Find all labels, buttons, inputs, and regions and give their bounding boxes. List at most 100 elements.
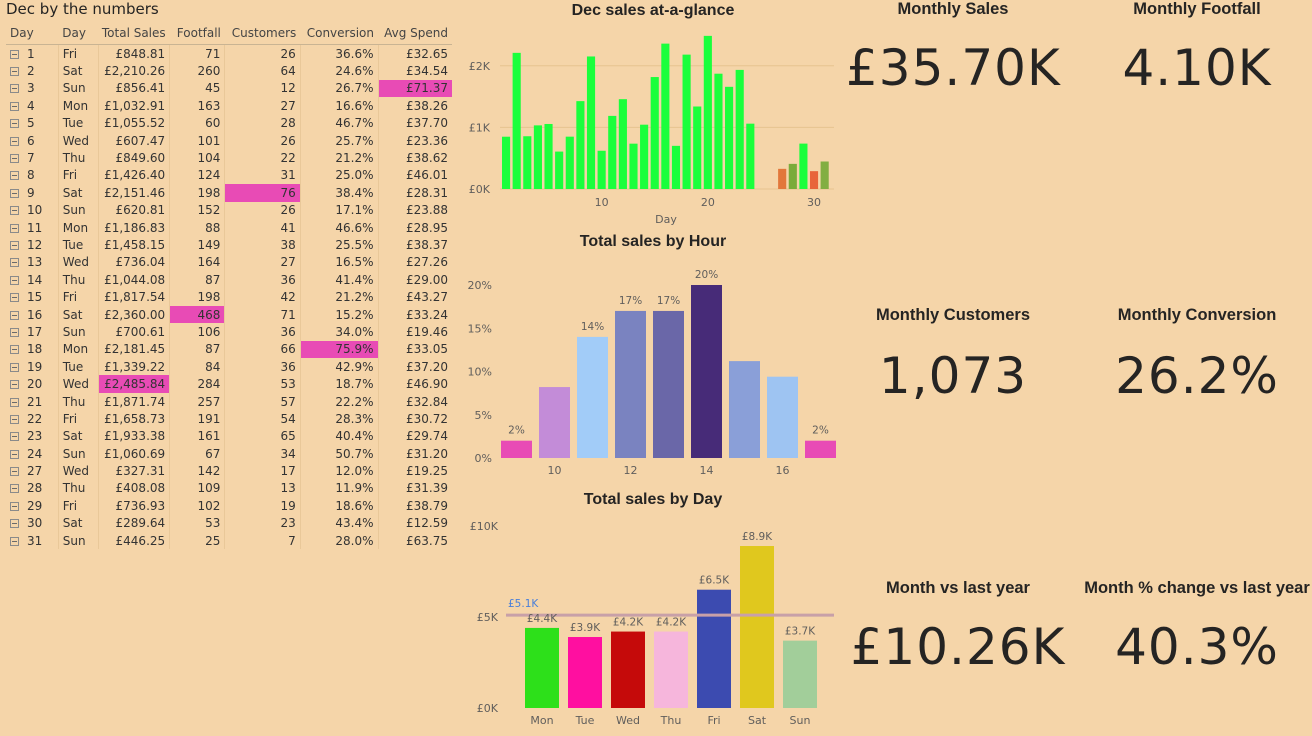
expand-collapse-icon[interactable] bbox=[10, 154, 19, 164]
bar[interactable] bbox=[618, 99, 627, 189]
bar[interactable] bbox=[809, 171, 819, 189]
bar[interactable] bbox=[671, 145, 681, 189]
bar[interactable] bbox=[693, 106, 702, 189]
table-row[interactable]: 8 Fri £1,426.40 124 31 25.0% £46.01 bbox=[6, 166, 452, 185]
table-row[interactable]: 19 Tue £1,339.22 84 36 42.9% £37.20 bbox=[6, 358, 452, 376]
col-header-day[interactable]: Day bbox=[6, 22, 59, 45]
bar[interactable] bbox=[783, 640, 817, 708]
bar[interactable] bbox=[703, 35, 712, 190]
bar[interactable] bbox=[576, 101, 585, 189]
table-row[interactable]: 3 Sun £856.41 45 12 26.7% £71.37 bbox=[6, 79, 452, 98]
bar[interactable] bbox=[820, 161, 829, 189]
bar[interactable] bbox=[788, 163, 797, 189]
bar[interactable] bbox=[611, 631, 645, 708]
expand-collapse-icon[interactable] bbox=[10, 501, 19, 511]
expand-collapse-icon[interactable] bbox=[10, 362, 19, 372]
bar[interactable] bbox=[640, 124, 649, 189]
table-row[interactable]: 18 Mon £2,181.45 87 66 75.9% £33.05 bbox=[6, 340, 452, 359]
bar[interactable] bbox=[525, 627, 559, 708]
col-header-conversion[interactable]: Conversion bbox=[300, 22, 378, 45]
table-row[interactable]: 22 Fri £1,658.73 191 54 28.3% £30.72 bbox=[6, 410, 452, 428]
col-header-total-sales[interactable]: Total Sales bbox=[98, 22, 170, 45]
col-header-customers[interactable]: Customers bbox=[224, 22, 301, 45]
bar[interactable] bbox=[577, 336, 608, 458]
expand-collapse-icon[interactable] bbox=[10, 327, 19, 337]
bar[interactable] bbox=[608, 115, 617, 189]
bar[interactable] bbox=[586, 56, 596, 189]
expand-collapse-icon[interactable] bbox=[10, 240, 19, 250]
bar[interactable] bbox=[512, 52, 521, 189]
bar[interactable] bbox=[565, 136, 574, 189]
expand-collapse-icon[interactable] bbox=[10, 119, 19, 129]
bar[interactable] bbox=[568, 637, 602, 708]
table-row[interactable]: 15 Fri £1,817.54 198 42 21.2% £43.27 bbox=[6, 288, 452, 306]
col-header-weekday[interactable]: Day bbox=[58, 22, 99, 45]
table-row[interactable]: 21 Thu £1,871.74 257 57 22.2% £32.84 bbox=[6, 392, 452, 411]
table-row[interactable]: 7 Thu £849.60 104 22 21.2% £38.62 bbox=[6, 149, 452, 167]
expand-collapse-icon[interactable] bbox=[10, 536, 19, 546]
bar[interactable] bbox=[615, 310, 646, 458]
expand-collapse-icon[interactable] bbox=[10, 67, 19, 77]
expand-collapse-icon[interactable] bbox=[10, 449, 19, 459]
table-row[interactable]: 10 Sun £620.81 152 26 17.1% £23.88 bbox=[6, 201, 452, 219]
expand-collapse-icon[interactable] bbox=[10, 206, 19, 216]
bar[interactable] bbox=[533, 125, 542, 189]
bar[interactable] bbox=[746, 123, 755, 189]
expand-collapse-icon[interactable] bbox=[10, 293, 19, 303]
table-row[interactable]: 28 Thu £408.08 109 13 11.9% £31.39 bbox=[6, 479, 452, 498]
table-row[interactable]: 17 Sun £700.61 106 36 34.0% £19.46 bbox=[6, 323, 452, 341]
expand-collapse-icon[interactable] bbox=[10, 467, 19, 477]
expand-collapse-icon[interactable] bbox=[10, 484, 19, 494]
bar[interactable] bbox=[725, 86, 734, 189]
bar[interactable] bbox=[523, 136, 532, 189]
table-row[interactable]: 6 Wed £607.47 101 26 25.7% £23.36 bbox=[6, 131, 452, 150]
table-row[interactable]: 27 Wed £327.31 142 17 12.0% £19.25 bbox=[6, 462, 452, 480]
bar[interactable] bbox=[735, 69, 744, 189]
table-row[interactable]: 20 Wed £2,485.84 284 53 18.7% £46.90 bbox=[6, 375, 452, 393]
table-row[interactable]: 14 Thu £1,044.08 87 36 41.4% £29.00 bbox=[6, 271, 452, 289]
table-row[interactable]: 4 Mon £1,032.91 163 27 16.6% £38.26 bbox=[6, 97, 452, 115]
bar[interactable] bbox=[661, 43, 670, 190]
table-row[interactable]: 9 Sat £2,151.46 198 76 38.4% £28.31 bbox=[6, 184, 452, 202]
expand-collapse-icon[interactable] bbox=[10, 380, 19, 390]
expand-collapse-icon[interactable] bbox=[10, 101, 19, 111]
expand-collapse-icon[interactable] bbox=[10, 49, 19, 59]
bar[interactable] bbox=[654, 631, 688, 708]
expand-collapse-icon[interactable] bbox=[10, 136, 19, 146]
table-row[interactable]: 2 Sat £2,210.26 260 64 24.6% £34.54 bbox=[6, 62, 452, 80]
bar[interactable] bbox=[502, 136, 511, 189]
bar[interactable] bbox=[729, 361, 760, 458]
expand-collapse-icon[interactable] bbox=[10, 275, 19, 285]
bar[interactable] bbox=[501, 440, 532, 458]
bar[interactable] bbox=[740, 546, 774, 708]
bar[interactable] bbox=[597, 150, 606, 189]
expand-collapse-icon[interactable] bbox=[10, 188, 19, 198]
table-row[interactable]: 1 Fri £848.81 71 26 36.6% £32.65 bbox=[6, 44, 452, 63]
col-header-avg-spend[interactable]: Avg Spend bbox=[378, 22, 452, 45]
bar[interactable] bbox=[805, 440, 836, 458]
col-header-footfall[interactable]: Footfall bbox=[169, 22, 225, 45]
table-row[interactable]: 31 Sun £446.25 25 7 28.0% £63.75 bbox=[6, 531, 452, 550]
bar[interactable] bbox=[544, 123, 553, 189]
table-row[interactable]: 30 Sat £289.64 53 23 43.4% £12.59 bbox=[6, 514, 452, 532]
bar[interactable] bbox=[799, 143, 808, 189]
bar[interactable] bbox=[629, 143, 638, 189]
expand-collapse-icon[interactable] bbox=[10, 84, 19, 94]
bar[interactable] bbox=[767, 376, 798, 458]
bar[interactable] bbox=[653, 310, 684, 458]
table-row[interactable]: 13 Wed £736.04 164 27 16.5% £27.26 bbox=[6, 253, 452, 272]
table-row[interactable]: 5 Tue £1,055.52 60 28 46.7% £37.70 bbox=[6, 114, 452, 132]
bar[interactable] bbox=[539, 387, 570, 458]
expand-collapse-icon[interactable] bbox=[10, 171, 19, 181]
table-row[interactable]: 23 Sat £1,933.38 161 65 40.4% £29.74 bbox=[6, 427, 452, 445]
table-row[interactable]: 16 Sat £2,360.00 468 71 15.2% £33.24 bbox=[6, 305, 452, 324]
expand-collapse-icon[interactable] bbox=[10, 397, 19, 407]
expand-collapse-icon[interactable] bbox=[10, 519, 19, 529]
bar[interactable] bbox=[650, 77, 659, 189]
bar[interactable] bbox=[697, 589, 731, 708]
expand-collapse-icon[interactable] bbox=[10, 414, 19, 424]
table-row[interactable]: 12 Tue £1,458.15 149 38 25.5% £38.37 bbox=[6, 236, 452, 254]
table-row[interactable]: 24 Sun £1,060.69 67 34 50.7% £31.20 bbox=[6, 444, 452, 463]
expand-collapse-icon[interactable] bbox=[10, 310, 19, 320]
expand-collapse-icon[interactable] bbox=[10, 223, 19, 233]
